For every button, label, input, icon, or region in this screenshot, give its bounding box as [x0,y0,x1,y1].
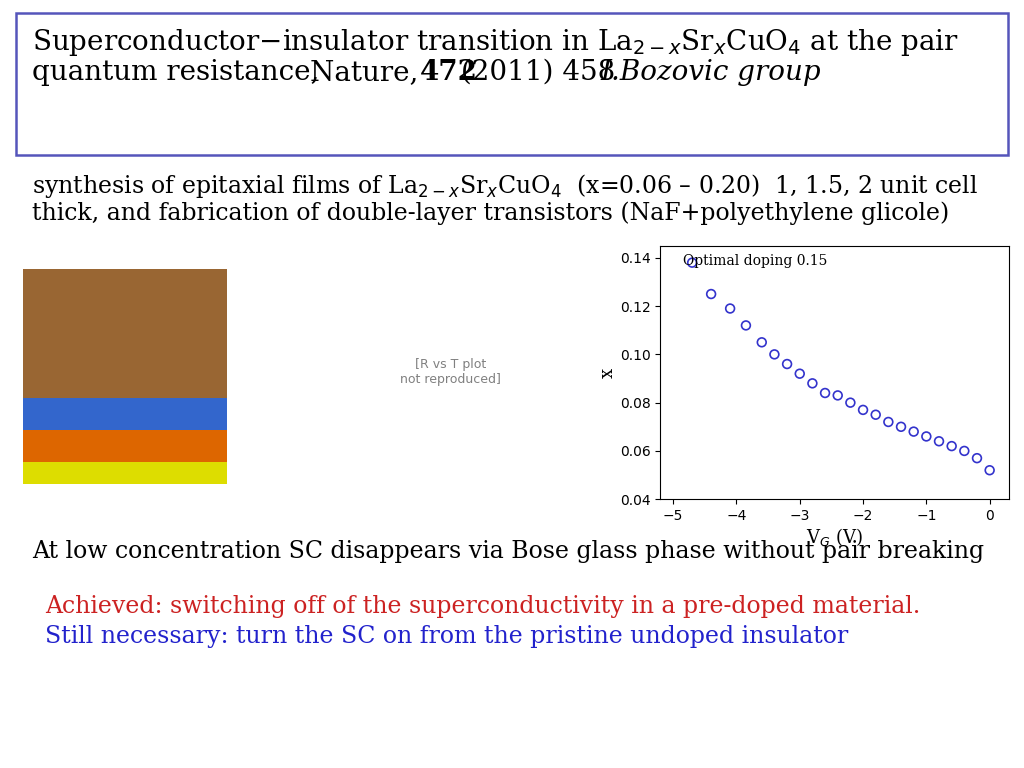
FancyBboxPatch shape [0,307,279,462]
Y-axis label: x: x [599,367,617,378]
Text: [R vs T plot
not reproduced]: [R vs T plot not reproduced] [400,359,501,386]
FancyBboxPatch shape [0,372,279,527]
Point [792,368,808,380]
Point [855,404,871,416]
Point [867,409,884,421]
Point [893,421,909,433]
Point [919,430,935,442]
Text: Achieved: switching off of the superconductivity in a pre-doped material.: Achieved: switching off of the supercond… [45,595,921,618]
FancyBboxPatch shape [0,339,279,495]
FancyBboxPatch shape [16,13,1008,155]
Text: At low concentration SC disappears via Bose glass phase without pair breaking: At low concentration SC disappears via B… [32,540,984,563]
Point [817,387,834,399]
Text: 472: 472 [420,59,478,86]
Point [722,303,738,315]
Text: synthesis of epitaxial films of La$_{2-x}$Sr$_x$CuO$_4$  (x=0.06 – 0.20)  1, 1.5: synthesis of epitaxial films of La$_{2-x… [32,172,978,200]
Text: thick, and fabrication of double-layer transistors (NaF+polyethylene glicole): thick, and fabrication of double-layer t… [32,201,949,225]
Text: Optimal doping 0.15: Optimal doping 0.15 [683,254,827,268]
Text: (2011) 458: (2011) 458 [452,59,624,86]
Point [981,464,997,476]
Point [969,452,985,465]
Point [943,440,959,452]
Point [779,358,796,370]
Text: Nature,: Nature, [310,59,427,86]
Point [804,377,820,389]
Point [842,396,858,409]
Point [905,425,922,438]
Point [684,257,700,269]
FancyBboxPatch shape [0,243,279,398]
X-axis label: V$_G$ (V): V$_G$ (V) [806,526,863,548]
Point [931,435,947,448]
Point [737,319,754,332]
Text: Still necessary: turn the SC on from the pristine undoped insulator: Still necessary: turn the SC on from the… [45,625,848,648]
Text: quantum resistance,: quantum resistance, [32,59,319,86]
Point [702,288,719,300]
Point [956,445,973,457]
Point [881,415,897,428]
FancyBboxPatch shape [0,275,279,430]
Point [754,336,770,349]
Point [829,389,846,402]
Point [766,348,782,360]
Text: Superconductor$-$insulator transition in La$_{2-x}$Sr$_x$CuO$_4$ at the pair: Superconductor$-$insulator transition in… [32,27,959,58]
Text: I.Bozovic group: I.Bozovic group [600,59,820,86]
